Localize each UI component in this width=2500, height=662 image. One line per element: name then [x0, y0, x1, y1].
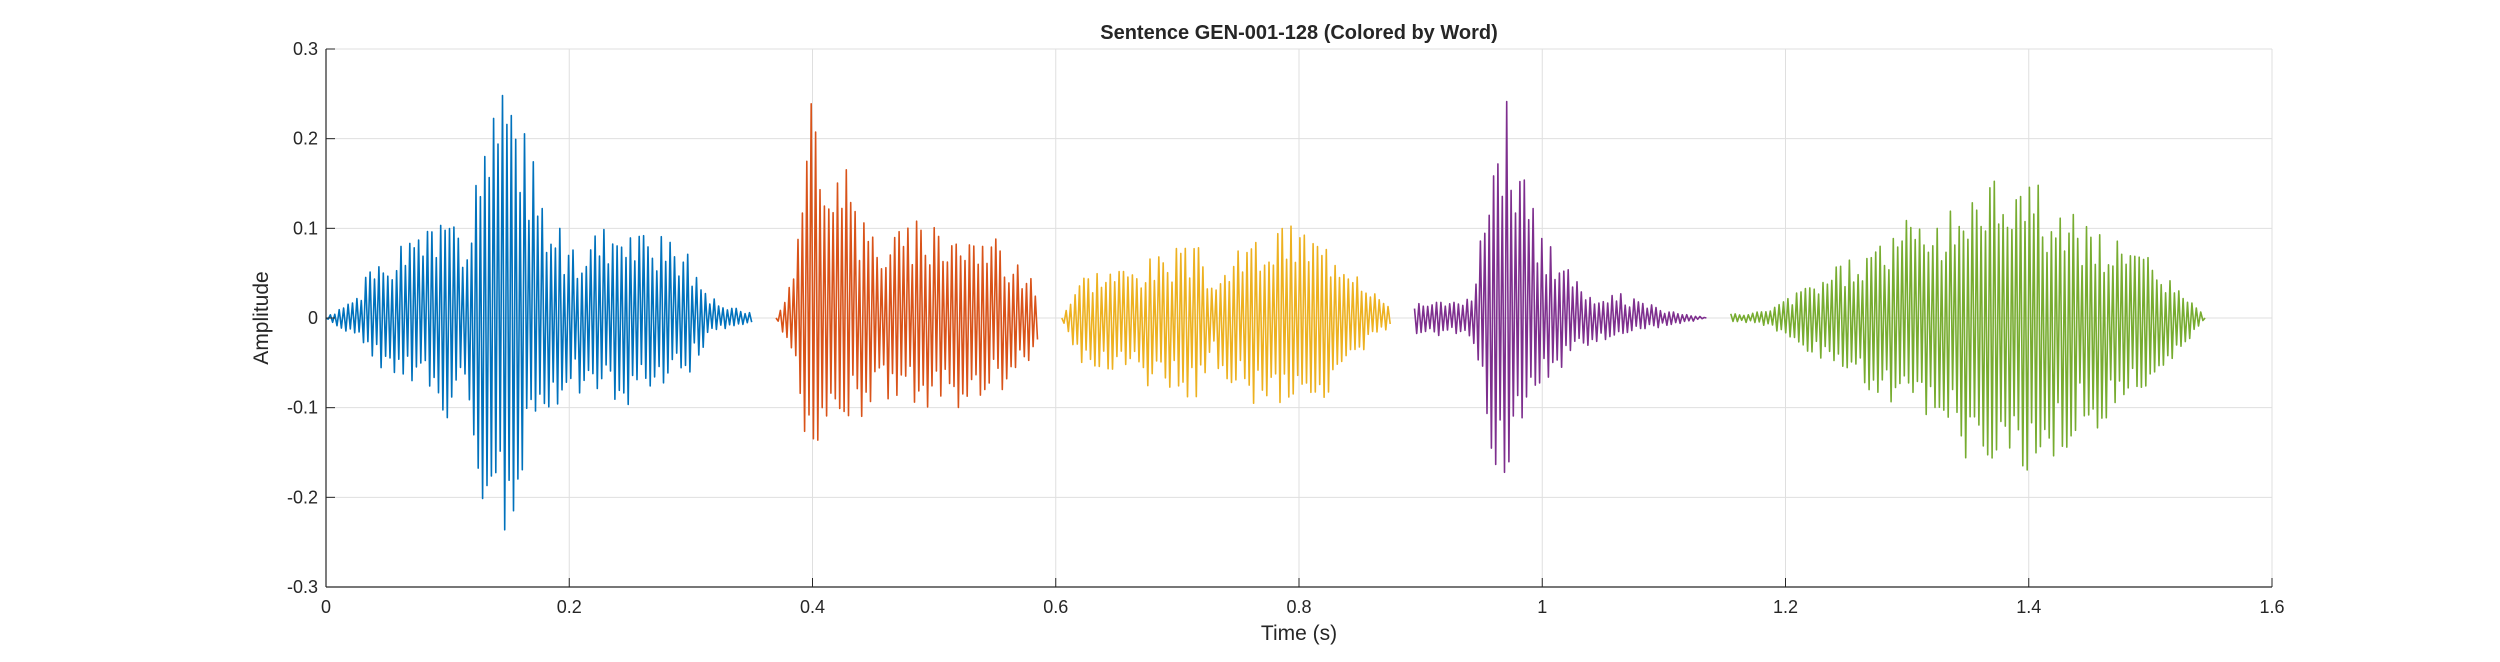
x-tick-label: 1: [1537, 597, 1547, 617]
y-tick-labels: -0.3 -0.2 -0.1 0 0.1 0.2 0.3: [287, 39, 318, 597]
waveform-series-2: [775, 103, 1039, 441]
y-tick-label: 0.2: [293, 129, 318, 149]
x-tick-label: 0.4: [800, 597, 825, 617]
y-tick-label: 0.1: [293, 218, 318, 238]
x-tick-label: 0.8: [1286, 597, 1311, 617]
x-tick-label: 1.2: [1773, 597, 1798, 617]
waveform-series-4: [1413, 100, 1707, 474]
x-tick-label: 0.2: [557, 597, 582, 617]
x-axis-label: Time (s): [1261, 622, 1337, 645]
x-tick-label: 0: [321, 597, 331, 617]
y-tick-label: 0: [308, 308, 318, 328]
x-tick-labels: 0 0.2 0.4 0.6 0.8 1 1.2 1.4 1.6: [321, 597, 2285, 617]
waveform-series-5: [1730, 180, 2206, 471]
y-tick-label: -0.2: [287, 487, 318, 507]
y-tick-label: -0.3: [287, 577, 318, 597]
axes: [325, 48, 2273, 588]
y-tick-label: -0.1: [287, 398, 318, 418]
x-tick-label: 1.6: [2259, 597, 2284, 617]
y-axis-label: Amplitude: [250, 271, 273, 364]
y-tick-label: 0.3: [293, 39, 318, 59]
waveform-series-1: [325, 94, 753, 531]
x-tick-label: 1.4: [2016, 597, 2041, 617]
chart-title: Sentence GEN-001-128 (Colored by Word): [1100, 22, 1498, 44]
x-tick-label: 0.6: [1043, 597, 1068, 617]
waveform-series-3: [1061, 225, 1391, 404]
waveform-traces: [325, 94, 2206, 531]
